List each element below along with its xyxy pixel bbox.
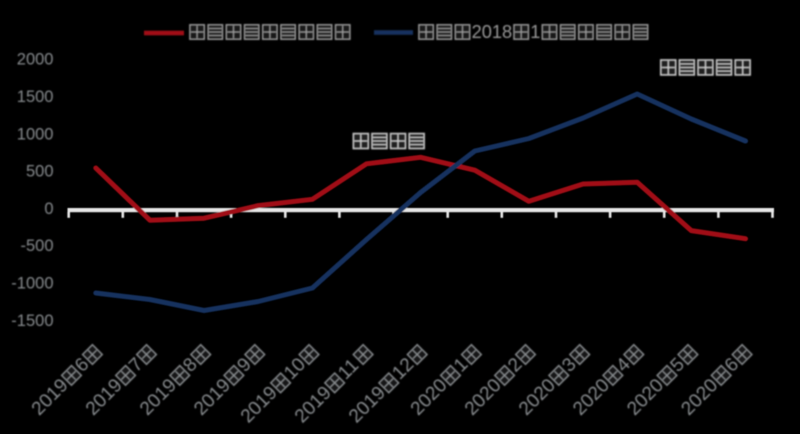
svg-text:2018: 2018 xyxy=(472,22,512,42)
svg-text:-500: -500 xyxy=(20,237,53,255)
svg-text:-1500: -1500 xyxy=(11,312,53,330)
svg-text:1500: 1500 xyxy=(17,88,54,106)
svg-text:1: 1 xyxy=(530,22,540,42)
svg-text:1000: 1000 xyxy=(17,125,54,143)
svg-text:-1000: -1000 xyxy=(11,275,53,293)
svg-text:2000: 2000 xyxy=(17,51,54,69)
svg-text:0: 0 xyxy=(44,200,53,218)
svg-text:500: 500 xyxy=(26,163,54,181)
